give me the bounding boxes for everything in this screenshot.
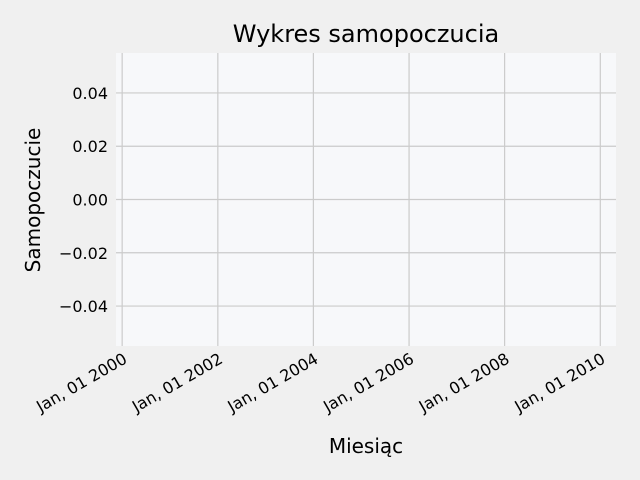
y-tick-label: −0.04 xyxy=(59,297,108,316)
x-axis-label: Miesiąc xyxy=(329,434,403,458)
y-tick-label: −0.02 xyxy=(59,244,108,263)
y-tick-labels: 0.04 0.02 0.00 −0.02 −0.04 xyxy=(59,84,108,316)
y-tick-label: 0.02 xyxy=(72,137,108,156)
y-axis-label: Samopoczucie xyxy=(21,128,45,273)
y-tick-label: 0.00 xyxy=(72,191,108,210)
y-tick-label: 0.04 xyxy=(72,84,108,103)
y-gridlines xyxy=(116,92,616,307)
chart-title: Wykres samopoczucia xyxy=(233,20,499,48)
